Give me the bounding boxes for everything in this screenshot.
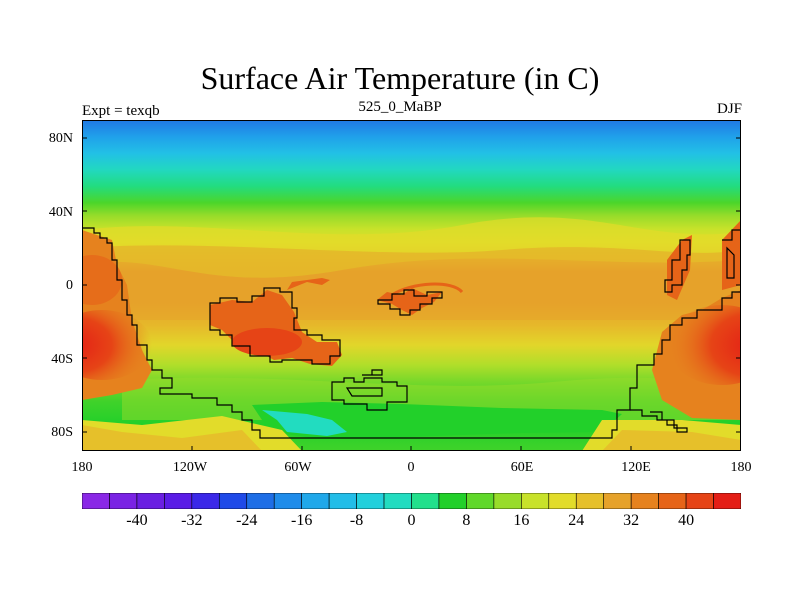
season-label: DJF — [716, 101, 742, 117]
colorbar-swatch — [548, 493, 577, 509]
colorbar-label: -16 — [290, 512, 313, 529]
colorbar-swatch — [383, 493, 412, 509]
colorbar-swatch — [218, 493, 248, 509]
colorbar-label: 40 — [678, 512, 695, 529]
colorbar-swatch — [685, 493, 714, 509]
colorbar-swatch — [411, 493, 440, 509]
lon-tick-label: 120W — [172, 460, 208, 475]
colorbar-swatch — [273, 493, 302, 509]
colorbar-label: 24 — [568, 512, 585, 529]
colorbar-swatch — [136, 493, 165, 509]
age-label: 525_0_MaBP — [358, 99, 442, 115]
lon-tick-label: 120E — [621, 460, 651, 475]
temperature-map — [82, 120, 741, 451]
colorbar-swatch — [246, 493, 275, 509]
colorbar-swatch — [630, 493, 659, 509]
colorbar-label: -32 — [181, 512, 203, 529]
colorbar-swatch — [191, 493, 220, 509]
lon-tick-label: 0 — [407, 460, 415, 475]
colorbar-swatch — [713, 493, 741, 509]
colorbar-label: -8 — [349, 512, 364, 529]
colorbar-label: -24 — [236, 512, 258, 529]
colorbar-label: 32 — [623, 512, 640, 529]
experiment-label: Expt = texqb — [82, 103, 160, 119]
lon-tick-label: 60W — [284, 460, 312, 475]
colorbar — [82, 493, 741, 509]
lon-tick-label: 60E — [510, 460, 534, 475]
colorbar-swatch — [493, 493, 522, 509]
lat-tick-label: 40S — [51, 352, 73, 367]
colorbar-swatch — [466, 493, 495, 509]
lat-tick-label: 40N — [48, 205, 73, 220]
colorbar-swatch — [82, 493, 110, 509]
colorbar-swatch — [301, 493, 330, 509]
colorbar-swatch — [356, 493, 385, 509]
lat-tick-label: 80S — [51, 425, 73, 440]
colorbar-swatch — [109, 493, 138, 509]
colorbar-swatch — [164, 493, 193, 509]
colorbar-swatch — [603, 493, 632, 509]
lat-tick-label: 80N — [48, 131, 73, 146]
colorbar-swatch — [521, 493, 550, 509]
colorbar-label: 8 — [462, 512, 471, 529]
colorbar-swatch — [575, 493, 605, 509]
plot-title: Surface Air Temperature (in C) — [200, 60, 600, 96]
lon-tick-label: 180 — [71, 460, 93, 475]
colorbar-label: -40 — [126, 512, 148, 529]
lat-tick-label: 0 — [66, 278, 73, 293]
lon-tick-label: 180 — [730, 460, 752, 475]
colorbar-swatch — [328, 493, 357, 509]
colorbar-label: 16 — [513, 512, 530, 529]
colorbar-swatch — [658, 493, 687, 509]
colorbar-label: 0 — [407, 512, 416, 529]
colorbar-swatch — [438, 493, 467, 509]
